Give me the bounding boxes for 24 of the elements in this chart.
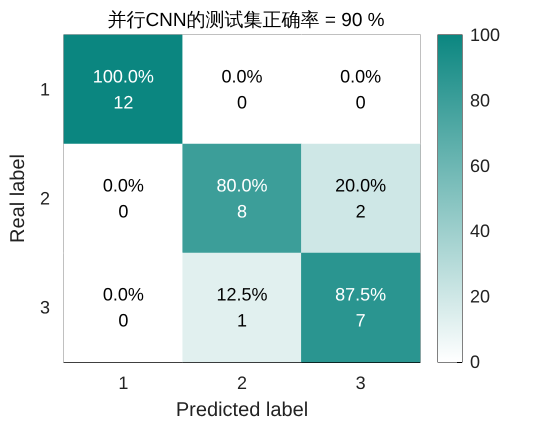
data-label: 80.0% 8 [216,176,268,222]
color-bar-label: 0 [470,352,480,372]
data-label: 12.5% 1 [216,284,268,330]
color-bar-label: 40 [470,221,490,242]
y-tick-label: 3 [40,298,50,318]
y-axis-title: Real label [7,154,29,243]
data-label: 0.0% 0 [221,66,263,112]
y-tick-label: 1 [40,80,50,100]
x-tick-label: 1 [118,373,128,393]
color-bar-label: 100 [470,25,500,45]
data-label: 87.5% 7 [335,284,386,330]
data-label: 100.0% 12 [92,66,154,112]
data-label: 0.0% 0 [102,176,144,222]
x-tick-label: 2 [236,373,248,393]
y-tick-label: 2 [40,188,50,208]
x-tick-label: 3 [356,373,366,393]
data-label: 0.0% 0 [102,284,144,330]
color-bar-label: 20 [470,286,490,307]
color-bar-label: 60 [470,156,490,176]
chart-title: 并行CNN的测试集正确率 = 90 % [107,9,385,31]
data-label: 0.0% 0 [340,66,382,112]
x-axis-title: Predicted label [176,399,308,421]
color-bar-label: 80 [470,90,490,110]
data-label: 20.0% 2 [335,176,386,222]
